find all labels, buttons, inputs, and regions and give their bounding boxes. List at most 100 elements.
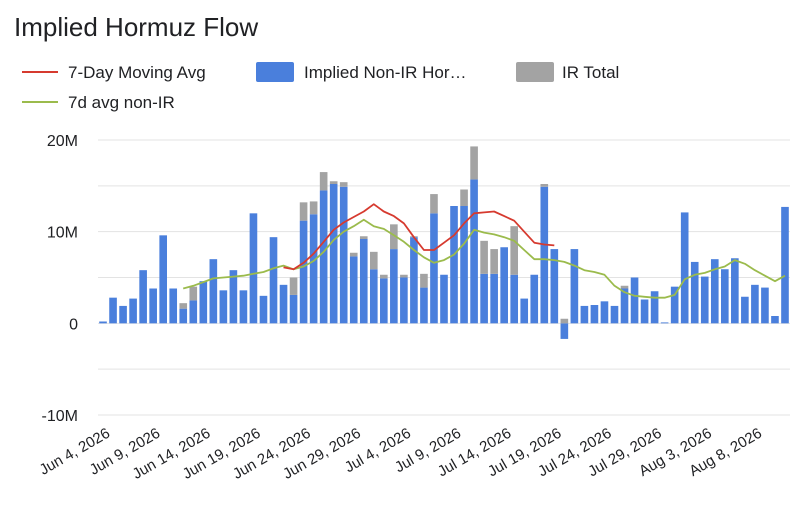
bar-ir-total bbox=[480, 240, 488, 274]
bar-non-ir bbox=[380, 278, 388, 324]
legend-item-ir-total[interactable]: IR Total bbox=[516, 62, 619, 82]
bar-ir-total bbox=[189, 286, 198, 301]
bar-ir-total bbox=[390, 224, 398, 250]
bar-non-ir bbox=[269, 237, 278, 324]
bar-non-ir bbox=[731, 258, 739, 324]
bar-non-ir bbox=[500, 247, 508, 324]
chart-title: Implied Hormuz Flow bbox=[14, 12, 258, 42]
bar-ir-total bbox=[289, 277, 298, 295]
bar-ir-total bbox=[510, 226, 519, 275]
bar-non-ir bbox=[630, 277, 639, 324]
bar-non-ir bbox=[159, 235, 167, 324]
bar-non-ir bbox=[550, 249, 559, 324]
bar-ir-total bbox=[430, 194, 438, 214]
bar-ir-total bbox=[349, 252, 358, 257]
bar-non-ir bbox=[721, 269, 729, 324]
bar-non-ir bbox=[580, 305, 589, 324]
bar-ir-total bbox=[560, 318, 569, 324]
legend-label-non-ir: Implied Non-IR Hor… bbox=[304, 63, 467, 82]
bar-non-ir bbox=[751, 284, 759, 324]
bar-ir-total bbox=[420, 273, 428, 288]
bar-ir-total bbox=[620, 285, 629, 289]
bar-non-ir bbox=[99, 321, 107, 324]
bar-non-ir bbox=[289, 294, 298, 324]
bar-non-ir bbox=[430, 213, 438, 324]
legend-item-ma7-non-ir[interactable]: 7d avg non-IR bbox=[22, 93, 175, 112]
legend-item-non-ir[interactable]: Implied Non-IR Hor… bbox=[256, 62, 467, 82]
bar-non-ir bbox=[339, 186, 348, 324]
bar-non-ir bbox=[560, 323, 569, 339]
y-tick-label: 0 bbox=[69, 316, 78, 333]
bar-non-ir bbox=[741, 296, 749, 324]
bar-non-ir bbox=[610, 305, 619, 324]
bar-ir-total bbox=[540, 184, 549, 187]
bar-non-ir bbox=[570, 249, 579, 324]
bar-non-ir bbox=[781, 206, 789, 324]
bar-non-ir bbox=[390, 249, 398, 324]
bar-non-ir bbox=[219, 290, 228, 324]
legend-swatch-non-ir bbox=[256, 62, 294, 82]
bar-ir-total bbox=[179, 303, 188, 309]
bar-non-ir bbox=[540, 186, 549, 324]
bar-ir-total bbox=[380, 274, 388, 279]
bar-non-ir bbox=[520, 298, 529, 324]
bar-non-ir bbox=[710, 259, 719, 324]
bar-ir-total bbox=[309, 201, 318, 215]
bar-ir-total bbox=[329, 181, 338, 184]
bar-non-ir bbox=[700, 276, 709, 324]
bar-ir-total bbox=[359, 236, 368, 239]
bar-non-ir bbox=[169, 288, 178, 324]
bar-non-ir bbox=[319, 190, 328, 324]
bar-non-ir bbox=[620, 288, 629, 324]
bar-ir-total bbox=[299, 202, 308, 221]
bar-non-ir bbox=[480, 273, 488, 324]
bar-non-ir bbox=[329, 184, 338, 324]
legend-label-ir-total: IR Total bbox=[562, 63, 619, 82]
legend-label-ma7-non-ir: 7d avg non-IR bbox=[68, 93, 175, 112]
bar-non-ir bbox=[249, 213, 258, 324]
bar-non-ir bbox=[510, 274, 519, 324]
bar-ir-total bbox=[490, 249, 498, 274]
bar-non-ir bbox=[450, 206, 458, 324]
bar-non-ir bbox=[410, 237, 418, 324]
lines bbox=[182, 203, 786, 299]
bar-non-ir bbox=[349, 256, 358, 324]
bar-ir-total bbox=[400, 274, 408, 278]
bar-non-ir bbox=[129, 298, 137, 324]
bar-non-ir bbox=[209, 259, 218, 324]
bar-non-ir bbox=[179, 308, 188, 324]
bar-non-ir bbox=[490, 273, 498, 324]
bar-non-ir bbox=[279, 284, 288, 324]
y-tick-label: 20M bbox=[47, 133, 78, 150]
y-tick-label: 10M bbox=[47, 225, 78, 242]
bar-non-ir bbox=[259, 295, 268, 324]
legend-item-ma7[interactable]: 7-Day Moving Avg bbox=[22, 63, 206, 82]
bar-non-ir bbox=[670, 286, 679, 324]
bar-non-ir bbox=[109, 297, 117, 324]
bar-non-ir bbox=[460, 206, 468, 324]
bar-non-ir bbox=[239, 290, 248, 324]
bar-ir-total bbox=[460, 189, 468, 206]
bar-non-ir bbox=[199, 281, 208, 324]
line-ma7 bbox=[283, 203, 555, 271]
bar-non-ir bbox=[771, 316, 779, 324]
bars bbox=[99, 146, 789, 339]
bar-non-ir bbox=[309, 214, 318, 324]
bar-non-ir bbox=[420, 287, 428, 324]
bar-ir-total bbox=[470, 146, 478, 180]
legend-swatch-ir-total bbox=[516, 62, 554, 82]
bar-non-ir bbox=[139, 270, 147, 324]
legend-label-ma7: 7-Day Moving Avg bbox=[68, 63, 206, 82]
bar-non-ir bbox=[640, 299, 649, 324]
legend: 7-Day Moving Avg Implied Non-IR Hor… IR … bbox=[22, 62, 619, 112]
bar-non-ir bbox=[690, 261, 699, 324]
bar-non-ir bbox=[470, 179, 478, 324]
bar-non-ir bbox=[119, 305, 127, 324]
bar-ir-total bbox=[339, 182, 348, 187]
bar-non-ir bbox=[660, 322, 669, 324]
y-axis: 20M 10M 0 -10M bbox=[42, 133, 79, 425]
bar-ir-total bbox=[369, 251, 378, 270]
bar-ir-total bbox=[319, 172, 328, 191]
